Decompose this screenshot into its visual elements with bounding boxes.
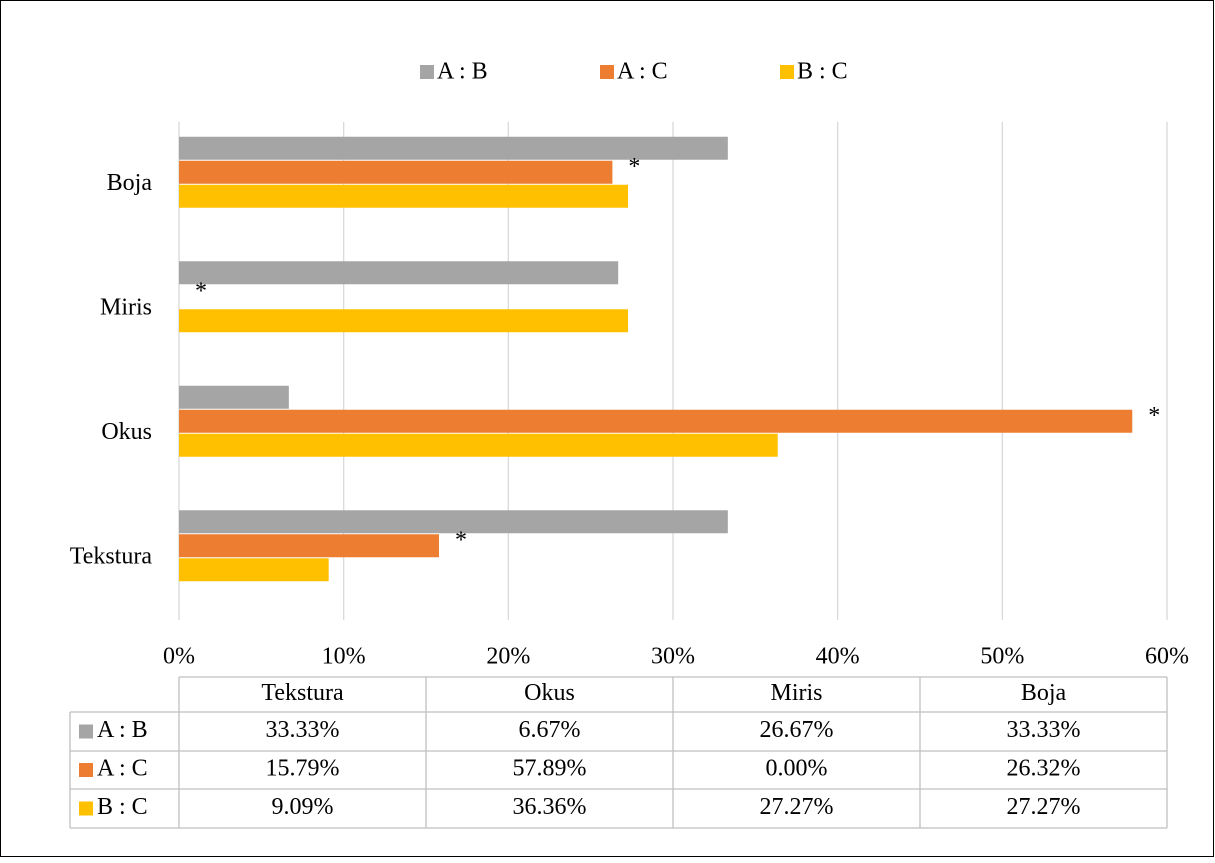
table-row-label: B : C [97,794,148,820]
legend-swatch [600,65,614,79]
x-tick-label: 20% [486,644,530,670]
x-tick-label: 40% [816,644,860,670]
bar [179,510,728,534]
bar [179,409,1133,433]
table-legend-swatch [79,801,93,816]
significance-marker: * [1148,403,1160,429]
legend-label: A : B [437,59,488,85]
table-header: Tekstura [261,680,344,706]
legend-swatch [780,65,794,79]
x-tick-label: 30% [651,644,695,670]
legend-label: B : C [797,59,848,85]
table-row-label: A : C [97,756,148,782]
table-cell: 33.33% [266,717,340,743]
significance-marker: * [628,154,640,180]
table-cell: 15.79% [266,756,340,782]
table-cell: 33.33% [1007,717,1081,743]
table-row-label: A : B [97,717,148,743]
table-cell: 27.27% [1007,794,1081,820]
table-cell: 36.36% [513,794,587,820]
y-tick-label: Okus [101,419,152,445]
table-cell: 27.27% [760,794,834,820]
table-header: Boja [1021,680,1067,706]
y-tick-label: Tekstura [70,543,153,569]
bar [179,385,289,409]
table-legend-swatch [79,724,93,739]
bar [179,309,629,333]
significance-marker: * [195,278,207,304]
significance-marker: * [455,527,467,553]
x-tick-label: 0% [163,644,195,670]
bar [179,534,440,558]
table-cell: 26.67% [760,717,834,743]
table-cell: 26.32% [1007,756,1081,782]
bar [179,160,613,184]
bar [179,136,728,160]
table-header: Okus [524,680,575,706]
legend-swatch [420,65,434,79]
table-cell: 0.00% [766,756,828,782]
bar [179,184,629,208]
x-tick-label: 10% [322,644,366,670]
table-cell: 57.89% [513,756,587,782]
y-tick-label: Boja [107,170,153,196]
table-cell: 9.09% [272,794,334,820]
x-tick-label: 50% [980,644,1024,670]
bar [179,433,778,457]
y-tick-label: Miris [100,294,152,320]
x-tick-label: 60% [1145,644,1189,670]
bar [179,558,329,582]
table-cell: 6.67% [519,717,581,743]
table-legend-swatch [79,763,93,777]
bar [179,261,619,285]
legend-label: A : C [617,59,668,85]
table-header: Miris [770,680,822,706]
